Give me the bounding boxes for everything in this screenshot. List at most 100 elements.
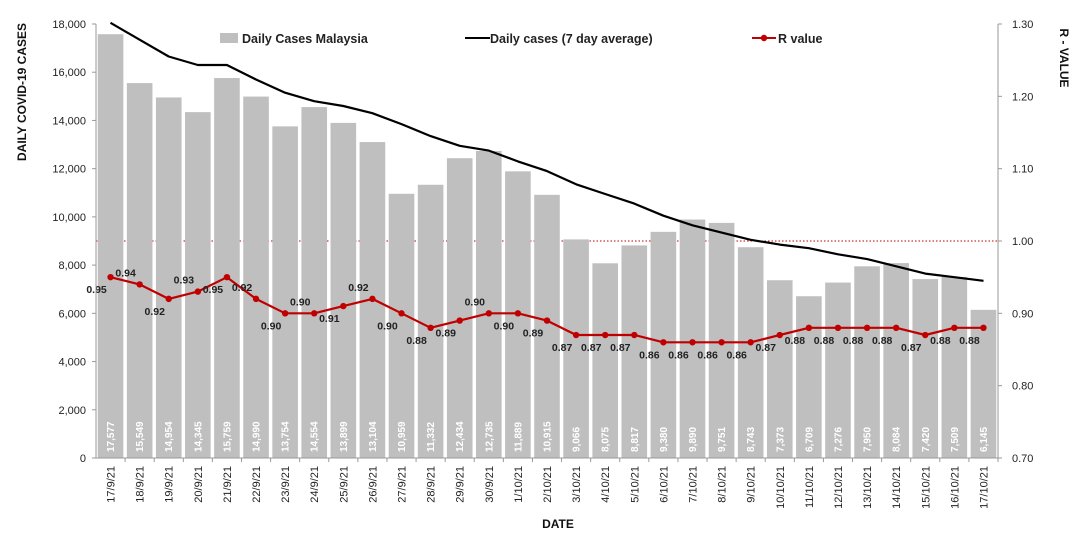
r-point-7/10/21 <box>689 339 696 346</box>
x-tick-label-29/9/21: 29/9/21 <box>455 466 467 503</box>
seven-day-average-line <box>109 21 984 282</box>
bar-27/9/21 <box>388 193 415 458</box>
bar-label-17/10/21: 6,145 <box>979 427 990 452</box>
r-label-2/10/21: 0.89 <box>523 328 544 340</box>
r-point-23/9/21 <box>281 310 289 317</box>
x-tick-label-16/10/21: 16/10/21 <box>949 466 961 509</box>
bar-label-22/9/21: 14,990 <box>252 421 263 452</box>
y2-tick-label: 1.20 <box>1012 91 1033 103</box>
y2-tick-label: 0.70 <box>1012 453 1033 465</box>
bar-4/10/21 <box>592 263 618 458</box>
x-tick-label-17/10/21: 17/10/21 <box>978 466 990 509</box>
x-tick-label-27/9/21: 27/9/21 <box>397 466 409 503</box>
x-tick-label-26/9/21: 26/9/21 <box>367 466 379 503</box>
bar-22/9/21 <box>243 96 269 458</box>
x-tick-label-8/10/21: 8/10/21 <box>717 466 729 503</box>
r-point-10/10/21 <box>776 331 783 339</box>
r-label-30/9/21: 0.90 <box>465 296 486 308</box>
bar-20/9/21 <box>185 112 211 459</box>
y2-tick-label: 0.80 <box>1012 381 1033 393</box>
bar-label-25/9/21: 13,899 <box>339 421 350 452</box>
bar-label-13/10/21: 7,950 <box>863 427 874 452</box>
r-point-12/10/21 <box>834 324 842 331</box>
y-tick-label: 18,000 <box>52 19 86 31</box>
bar-label-20/9/21: 14,345 <box>193 421 204 452</box>
x-tick-label-10/10/21: 10/10/21 <box>775 466 787 509</box>
r-label-17/10/21: 0.88 <box>959 335 980 347</box>
r-label-17/9/21: 0.95 <box>86 284 107 296</box>
x-tick-label-5/10/21: 5/10/21 <box>629 466 641 503</box>
r-label-27/9/21: 0.90 <box>377 320 398 332</box>
r-point-25/9/21 <box>340 302 347 310</box>
bar-label-19/9/21: 14,954 <box>164 421 175 452</box>
r-label-20/9/21: 0.93 <box>174 275 195 287</box>
bar-label-24/9/21: 14,554 <box>310 421 321 452</box>
bar-21/9/21 <box>214 78 240 459</box>
x-tick-label-12/10/21: 12/10/21 <box>833 466 845 509</box>
r-label-16/10/21: 0.88 <box>930 335 951 347</box>
x-tick-label-13/10/21: 13/10/21 <box>862 466 874 509</box>
r-point-11/10/21 <box>805 324 813 331</box>
bar-label-27/9/21: 10,959 <box>397 421 408 452</box>
y2-axis-title: R - VALUE <box>1057 28 1071 87</box>
bar-28/9/21 <box>417 184 444 458</box>
bar-25/9/21 <box>330 122 357 458</box>
r-point-22/9/21 <box>252 295 260 303</box>
r-label-6/10/21: 0.86 <box>639 349 660 361</box>
r-label-9/10/21: 0.86 <box>726 349 747 361</box>
r-label-25/9/21: 0.91 <box>319 313 340 325</box>
x-tick-label-19/9/21: 19/9/21 <box>164 466 176 503</box>
r-label-7/10/21: 0.86 <box>668 349 689 361</box>
x-tick-label-22/9/21: 22/9/21 <box>251 466 263 503</box>
r-label-24/9/21: 0.90 <box>290 296 311 308</box>
r-point-24/9/21 <box>311 310 318 317</box>
bar-17/10/21 <box>970 309 997 458</box>
x-tick-label-7/10/21: 7/10/21 <box>687 466 699 503</box>
r-point-14/10/21 <box>892 324 900 331</box>
x-tick-label-25/9/21: 25/9/21 <box>338 466 350 503</box>
x-tick-label-17/9/21: 17/9/21 <box>106 466 118 503</box>
r-point-15/10/21 <box>922 331 929 339</box>
bar-7/10/21 <box>679 219 706 458</box>
y2-tick-label: 0.90 <box>1012 308 1033 320</box>
r-label-5/10/21: 0.87 <box>610 342 631 354</box>
y-tick-label: 8,000 <box>58 260 86 272</box>
r-point-6/10/21 <box>660 339 667 346</box>
r-label-13/10/21: 0.88 <box>843 335 864 347</box>
bar-label-21/9/21: 15,759 <box>222 421 233 452</box>
x-tick-label-14/10/21: 14/10/21 <box>891 466 903 509</box>
legend-label-daily-cases: Daily Cases Malaysia <box>242 32 369 46</box>
bar-13/10/21 <box>854 266 880 458</box>
r-point-17/9/21 <box>107 273 114 281</box>
bar-label-6/10/21: 9,380 <box>659 427 670 452</box>
r-label-10/10/21: 0.87 <box>756 342 777 354</box>
y-tick-label: 14,000 <box>52 115 86 127</box>
r-point-9/10/21 <box>747 339 754 346</box>
legend-label-r: R value <box>778 32 823 46</box>
r-point-1/10/21 <box>514 310 522 317</box>
y2-tick-label: 1.10 <box>1012 164 1033 176</box>
r-label-15/10/21: 0.87 <box>901 342 922 354</box>
r-point-28/9/21 <box>427 324 434 331</box>
bar-label-16/10/21: 7,509 <box>950 427 961 452</box>
r-point-4/10/21 <box>601 331 609 339</box>
r-label-8/10/21: 0.86 <box>697 349 718 361</box>
y2-tick-label: 1.00 <box>1012 236 1033 248</box>
r-point-18/9/21 <box>136 281 143 288</box>
r-point-26/9/21 <box>369 295 376 303</box>
r-point-21/9/21 <box>223 273 231 281</box>
r-value-line: 0.95 0.94 0.92 0.93 0.95 0.92 0.90 0.90 0.91 0.92… <box>86 267 987 361</box>
bar-5/10/21 <box>621 245 648 458</box>
r-point-5/10/21 <box>631 331 638 339</box>
bar-17/9/21 <box>97 34 124 458</box>
x-tick-label-24/9/21: 24/9/21 <box>309 466 321 503</box>
bar-15/10/21 <box>912 279 939 458</box>
y-tick-label: 16,000 <box>52 67 86 79</box>
bar-label-8/10/21: 9,751 <box>717 427 728 452</box>
y2-tick-label: 1.30 <box>1012 19 1033 31</box>
daily-cases-bars <box>97 34 997 459</box>
bar-label-17/9/21: 17,577 <box>106 421 117 452</box>
y-tick-label: 0 <box>80 453 86 465</box>
bar-9/10/21 <box>737 247 764 458</box>
